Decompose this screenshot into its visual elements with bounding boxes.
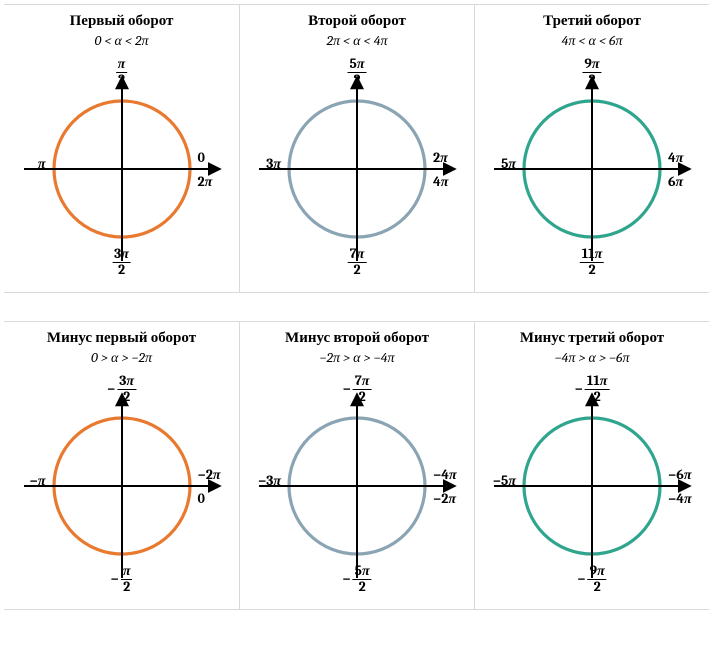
label-bottom: −5π2 xyxy=(342,564,371,594)
label-bottom: −π2 xyxy=(111,564,133,594)
cell-4: Минус второй оборот −2π > α > −4π −7π2 −… xyxy=(239,321,474,610)
label-bottom: 3π2 xyxy=(112,247,131,277)
cell-1: Второй оборот 2π < α < 4π 5π2 7π2 3π 2π … xyxy=(239,4,474,293)
label-left: −π xyxy=(30,474,46,488)
label-top: −3π2 xyxy=(107,374,136,404)
label-right-upper: 2π xyxy=(433,151,448,165)
unit-circle: −7π2 −5π2 −3π −4π −2π xyxy=(242,371,472,601)
label-right-upper: −6π xyxy=(668,468,691,482)
row-negative: Минус первый оборот 0 > α > −2π −3π2 −π2… xyxy=(4,321,709,610)
cell-range: 0 < α < 2π xyxy=(6,32,237,50)
cell-title: Минус первый оборот xyxy=(6,328,237,347)
cell-range: −4π > α > −6π xyxy=(477,349,707,367)
cell-range: 4π < α < 6π xyxy=(477,32,707,50)
label-right-lower: −4π xyxy=(668,492,692,506)
label-left: 3π xyxy=(266,157,281,171)
cell-range: −2π > α > −4π xyxy=(242,349,472,367)
unit-circle: −11π2 −9π2 −5π −6π −4π xyxy=(477,371,707,601)
label-left: π xyxy=(38,157,46,171)
label-right-upper: −2π xyxy=(198,468,221,482)
label-right-upper: −4π xyxy=(433,468,457,482)
row-positive: Первый оборот 0 < α < 2π π2 3π2 π 0 2π В… xyxy=(4,4,709,293)
label-right-lower: 2π xyxy=(198,175,213,189)
cell-title: Минус второй оборот xyxy=(242,328,472,347)
label-right-lower: 4π xyxy=(433,175,448,189)
label-right-lower: 6π xyxy=(668,175,683,189)
cell-range: 0 > α > −2π xyxy=(6,349,237,367)
label-top: −7π2 xyxy=(343,374,372,404)
label-top: 5π2 xyxy=(348,57,367,87)
cell-title: Минус третий оборот xyxy=(477,328,707,347)
cell-3: Минус первый оборот 0 > α > −2π −3π2 −π2… xyxy=(4,321,239,610)
unit-circle-diagram-grid: Первый оборот 0 < α < 2π π2 3π2 π 0 2π В… xyxy=(4,4,709,610)
label-right-upper: 0 xyxy=(198,151,205,165)
label-left: 5π xyxy=(501,157,516,171)
label-left: −3π xyxy=(258,474,281,488)
label-top: −11π2 xyxy=(575,374,610,404)
cell-0: Первый оборот 0 < α < 2π π2 3π2 π 0 2π xyxy=(4,4,239,293)
cell-title: Первый оборот xyxy=(6,11,237,30)
label-top: 9π2 xyxy=(582,57,601,87)
unit-circle: 5π2 7π2 3π 2π 4π xyxy=(242,54,472,284)
label-bottom: −9π2 xyxy=(577,564,606,594)
unit-circle: −3π2 −π2 −π −2π 0 xyxy=(6,371,237,601)
unit-circle: π2 3π2 π 0 2π xyxy=(6,54,237,284)
cell-range: 2π < α < 4π xyxy=(242,32,472,50)
label-right-upper: 4π xyxy=(668,151,683,165)
cell-2: Третий оборот 4π < α < 6π 9π2 11π2 5π 4π… xyxy=(474,4,709,293)
label-left: −5π xyxy=(493,474,516,488)
cell-5: Минус третий оборот −4π > α > −6π −11π2 … xyxy=(474,321,709,610)
unit-circle: 9π2 11π2 5π 4π 6π xyxy=(477,54,707,284)
label-bottom: 11π2 xyxy=(580,247,604,277)
label-right-lower: 0 xyxy=(198,492,205,506)
cell-title: Второй оборот xyxy=(242,11,472,30)
label-right-lower: −2π xyxy=(433,492,456,506)
cell-title: Третий оборот xyxy=(477,11,707,30)
label-top: π2 xyxy=(116,57,128,87)
label-bottom: 7π2 xyxy=(348,247,367,277)
